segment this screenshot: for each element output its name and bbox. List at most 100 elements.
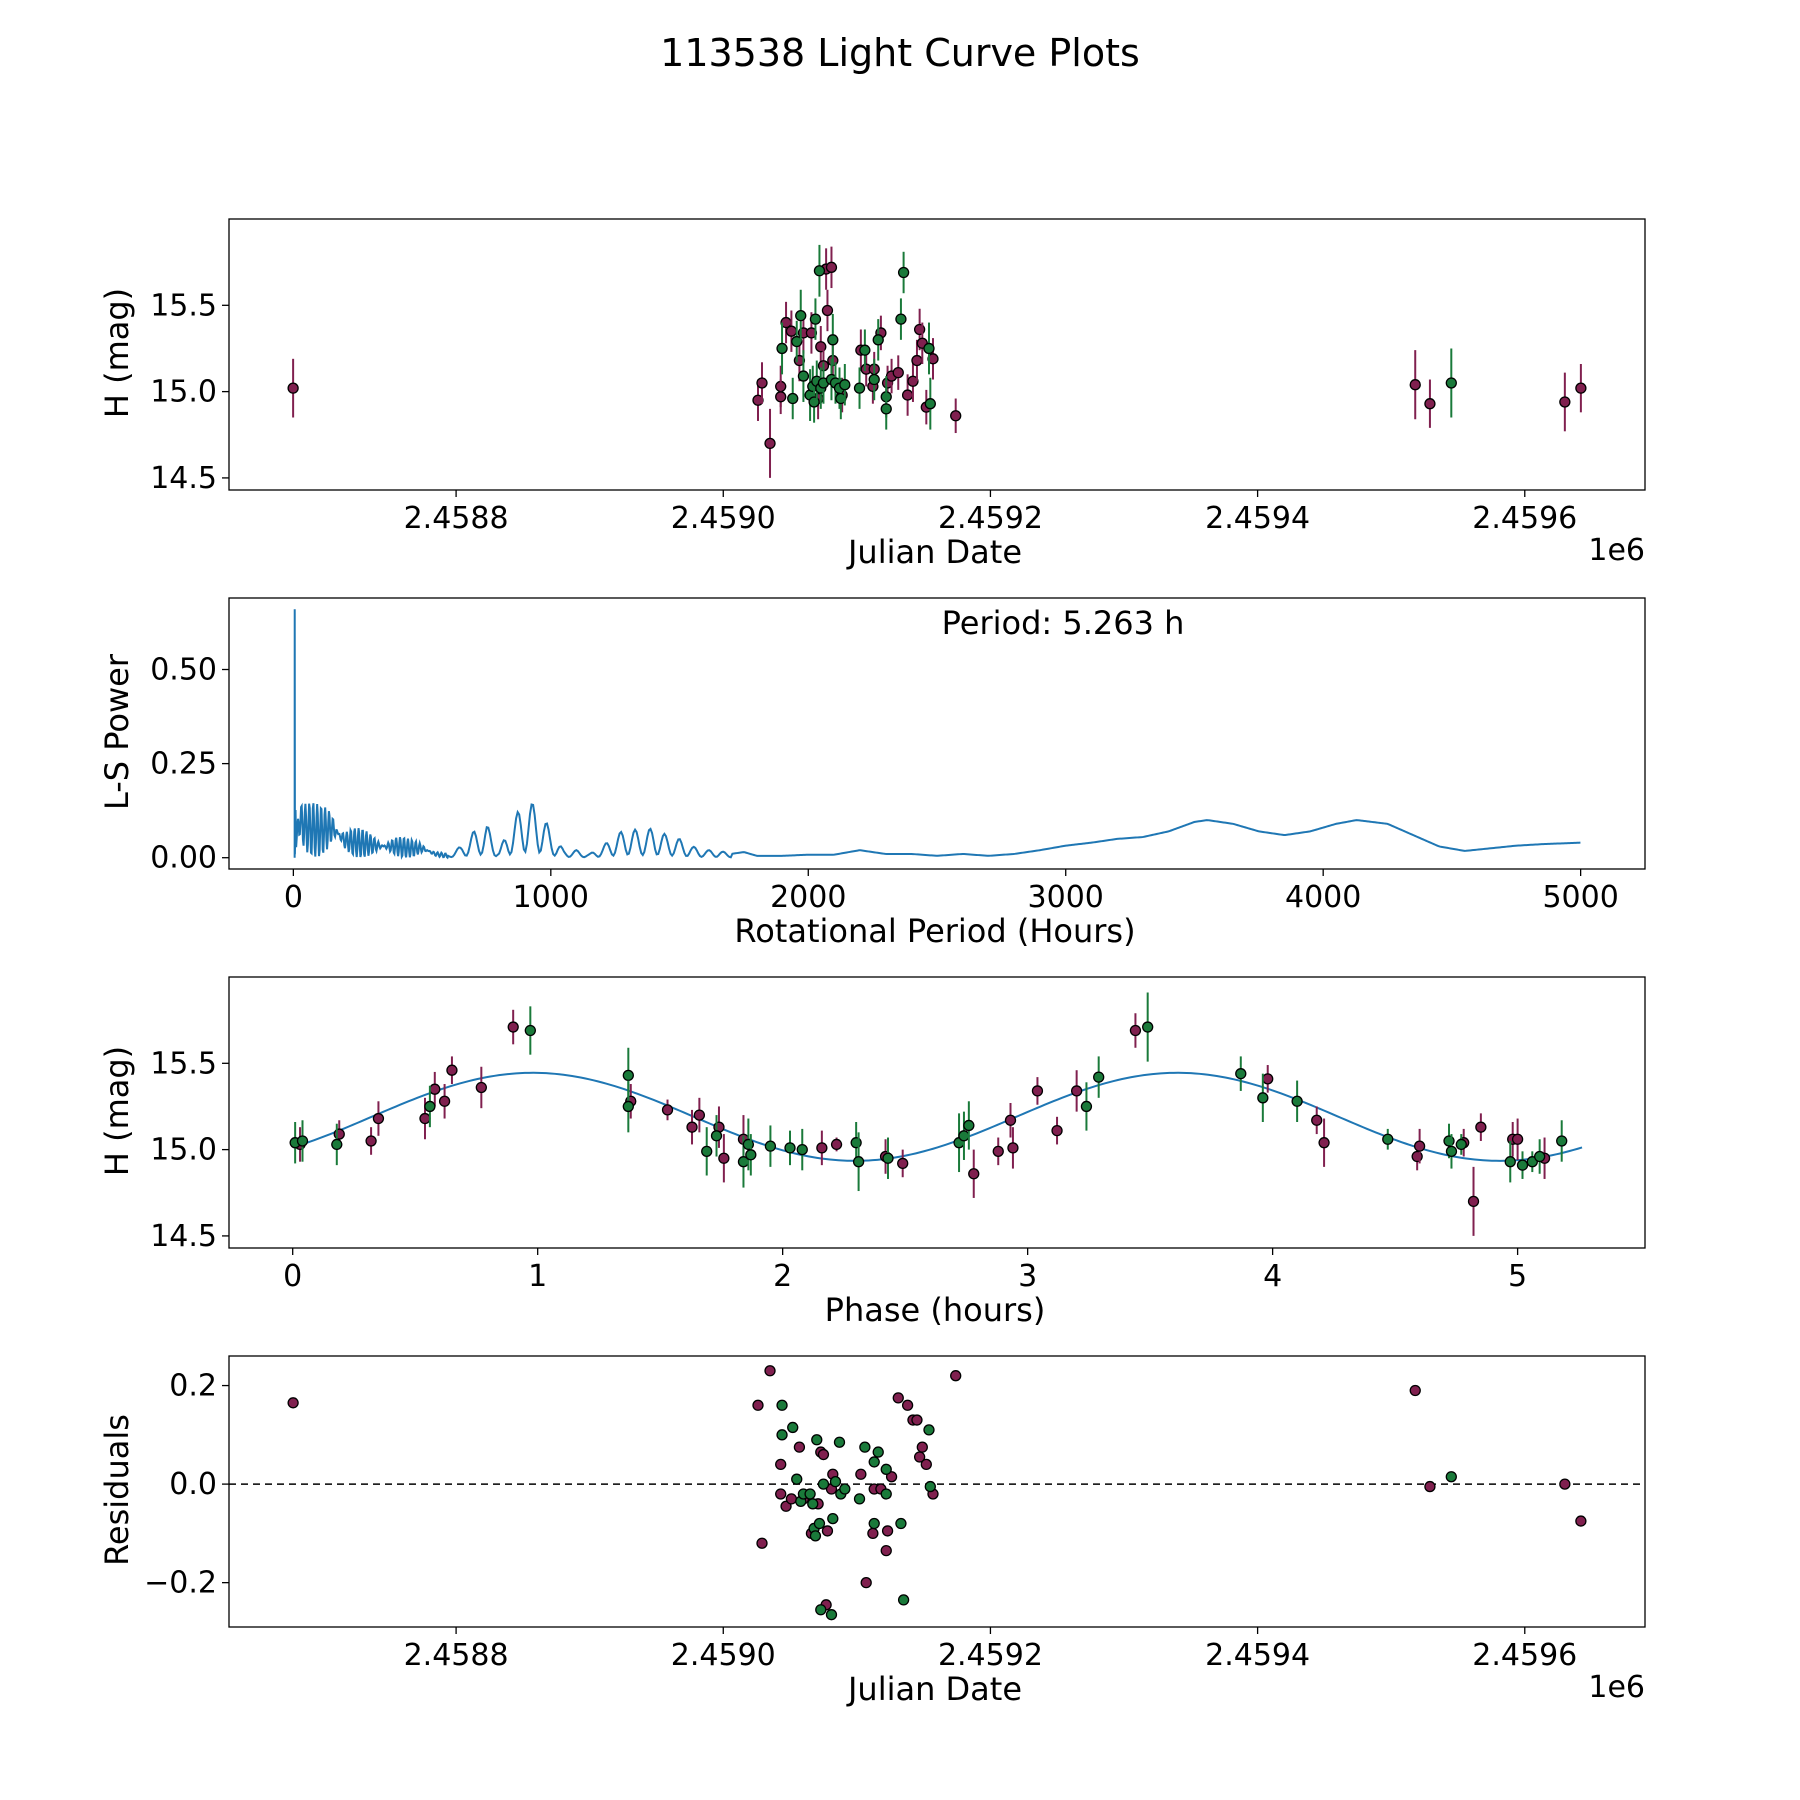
data-point xyxy=(710,1130,723,1142)
lightcurve-panel: Julian Date H (mag) 1e6 2.4588 2.4590 2.45… xyxy=(98,218,1646,571)
data-point xyxy=(1467,1195,1480,1208)
figure-title: 113538 Light Curve Plots xyxy=(660,31,1140,75)
periodogram-xlabel: Rotational Period (Hours) xyxy=(734,912,1135,950)
y-tick-label: 0.2 xyxy=(169,1369,217,1404)
data-point xyxy=(859,1441,871,1453)
data-point xyxy=(1516,1159,1529,1171)
data-point xyxy=(958,1130,970,1142)
data-point xyxy=(811,1434,823,1446)
data-point xyxy=(780,1500,792,1512)
x-tick-label: 3000 xyxy=(1028,880,1104,915)
data-point xyxy=(429,1083,441,1095)
periodogram-plot-area xyxy=(293,609,1581,860)
data-point xyxy=(775,391,787,403)
phased-panel: Phase (hours) H (mag) 0 1 2 3 4 5 14.5 15.0 15.5 xyxy=(98,976,1646,1329)
data-point xyxy=(785,325,798,337)
data-point xyxy=(776,342,788,355)
data-point xyxy=(950,410,962,422)
data-point xyxy=(867,1527,879,1540)
data-point xyxy=(1235,1068,1247,1080)
data-point xyxy=(742,1138,755,1151)
data-point xyxy=(622,1069,634,1082)
x-tick-label: 2.4592 xyxy=(938,1638,1043,1673)
y-tick-label: −0.2 xyxy=(144,1566,217,1601)
data-point xyxy=(880,1488,892,1500)
x-tick-label: 2.4594 xyxy=(1205,1638,1310,1673)
data-point xyxy=(718,1152,730,1164)
phased-series-1 xyxy=(294,1009,1551,1236)
data-point xyxy=(622,1100,634,1113)
data-point xyxy=(1291,1095,1303,1107)
data-point xyxy=(365,1135,377,1147)
data-point xyxy=(950,1370,962,1382)
data-point xyxy=(1311,1114,1323,1126)
data-point xyxy=(1511,1133,1524,1145)
x-tick-label: 2.4588 xyxy=(404,501,509,536)
data-point xyxy=(815,1604,827,1616)
data-point xyxy=(1559,1478,1571,1490)
data-point xyxy=(853,382,866,394)
data-point xyxy=(661,1104,674,1116)
data-point xyxy=(830,1138,843,1151)
data-point xyxy=(524,1024,536,1037)
x-tick-label: 0 xyxy=(283,1259,302,1294)
data-point xyxy=(923,342,935,355)
data-point xyxy=(796,1143,808,1156)
data-point xyxy=(1575,1515,1587,1527)
data-point xyxy=(333,1128,345,1140)
y-tick-label: 0.25 xyxy=(150,747,217,782)
data-point xyxy=(764,1365,776,1377)
x-tick-label: 4 xyxy=(1263,1259,1282,1294)
data-point xyxy=(804,1488,816,1500)
periodogram-line xyxy=(293,609,1581,860)
lightcurve-ylabel: H (mag) xyxy=(98,288,136,418)
data-point xyxy=(372,1112,385,1125)
residuals-panel: Julian Date Residuals 1e6 2.4588 2.4590 2.… xyxy=(98,1355,1646,1708)
data-point xyxy=(813,265,826,277)
data-point xyxy=(1004,1114,1017,1126)
data-point xyxy=(756,377,768,389)
phased-ylabel: H (mag) xyxy=(98,1046,136,1176)
data-point xyxy=(817,1448,830,1461)
data-point xyxy=(1445,377,1457,389)
data-point xyxy=(475,1081,487,1094)
data-point xyxy=(776,1429,788,1441)
y-tick-label: 15.5 xyxy=(150,288,217,323)
data-point xyxy=(701,1145,713,1157)
data-point xyxy=(839,1483,851,1495)
lightcurve-frame xyxy=(228,218,1646,491)
data-point xyxy=(892,1392,904,1404)
data-point xyxy=(1093,1071,1105,1083)
data-point xyxy=(752,1399,764,1411)
data-point xyxy=(776,1399,788,1411)
data-point xyxy=(1424,398,1436,410)
data-point xyxy=(839,379,851,391)
data-point xyxy=(829,1475,842,1488)
data-point xyxy=(1455,1138,1467,1151)
data-point xyxy=(745,1149,757,1161)
data-point xyxy=(1080,1100,1093,1113)
data-point xyxy=(1262,1073,1274,1085)
periodogram-ylabel: L-S Power xyxy=(98,653,136,810)
data-point xyxy=(764,437,776,450)
data-point xyxy=(817,1478,830,1490)
x-tick-label: 2.4594 xyxy=(1205,501,1310,536)
data-point xyxy=(1424,1480,1436,1493)
x-tick-label: 5 xyxy=(1508,1259,1527,1294)
y-tick-label: 0.0 xyxy=(169,1467,217,1502)
y-tick-label: 14.5 xyxy=(150,1219,217,1254)
data-point xyxy=(1504,1156,1516,1168)
data-point xyxy=(1070,1085,1083,1097)
y-tick-label: 0.00 xyxy=(150,841,217,876)
data-point xyxy=(881,1525,894,1537)
data-point xyxy=(756,1537,768,1549)
periodogram-frame xyxy=(228,597,1646,870)
data-point xyxy=(793,1441,806,1453)
data-point xyxy=(821,304,834,317)
data-point xyxy=(895,313,907,325)
data-point xyxy=(852,1156,865,1168)
data-point xyxy=(1257,1092,1269,1104)
data-point xyxy=(853,1493,866,1505)
data-point xyxy=(923,1424,935,1436)
y-tick-label: 15.5 xyxy=(150,1046,217,1081)
